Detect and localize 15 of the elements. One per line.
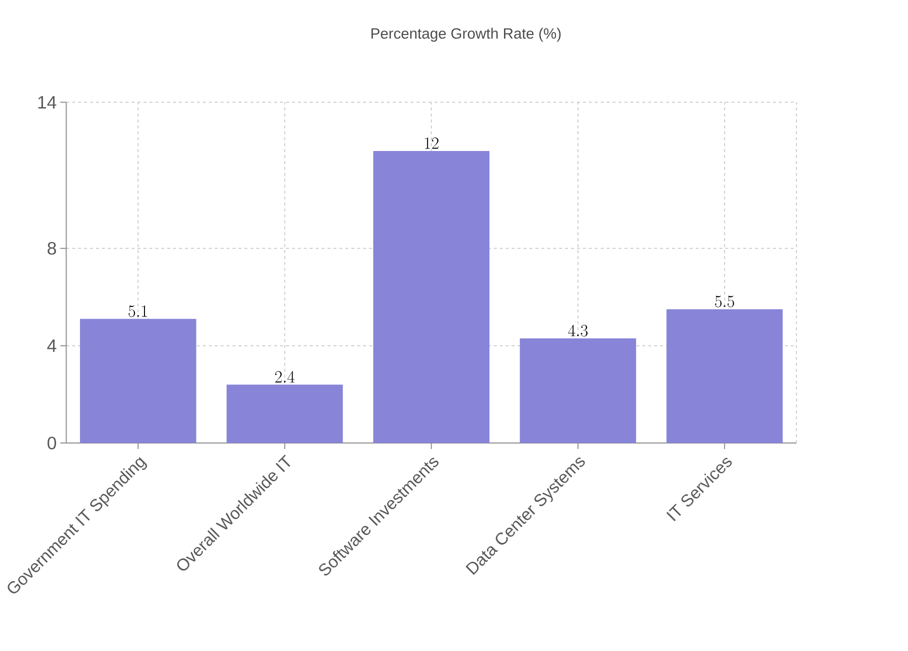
- bar: [666, 309, 783, 444]
- data-label: 4.3: [568, 324, 588, 337]
- bar: [373, 151, 490, 444]
- data-label: 12: [424, 138, 438, 149]
- y-tick-label: 8: [48, 242, 56, 255]
- chart-title: Percentage Growth Rate (%): [371, 28, 561, 42]
- y-tick-label: 4: [47, 340, 56, 352]
- bar: [520, 338, 636, 444]
- data-label: 5.5: [715, 296, 734, 308]
- bar: [80, 319, 196, 444]
- bar: [226, 384, 343, 444]
- y-tick-label: 0: [48, 436, 56, 450]
- data-label: 5. 1: [128, 306, 147, 318]
- y-tick-label: 14: [38, 96, 56, 109]
- data-label: 2.4: [275, 371, 295, 383]
